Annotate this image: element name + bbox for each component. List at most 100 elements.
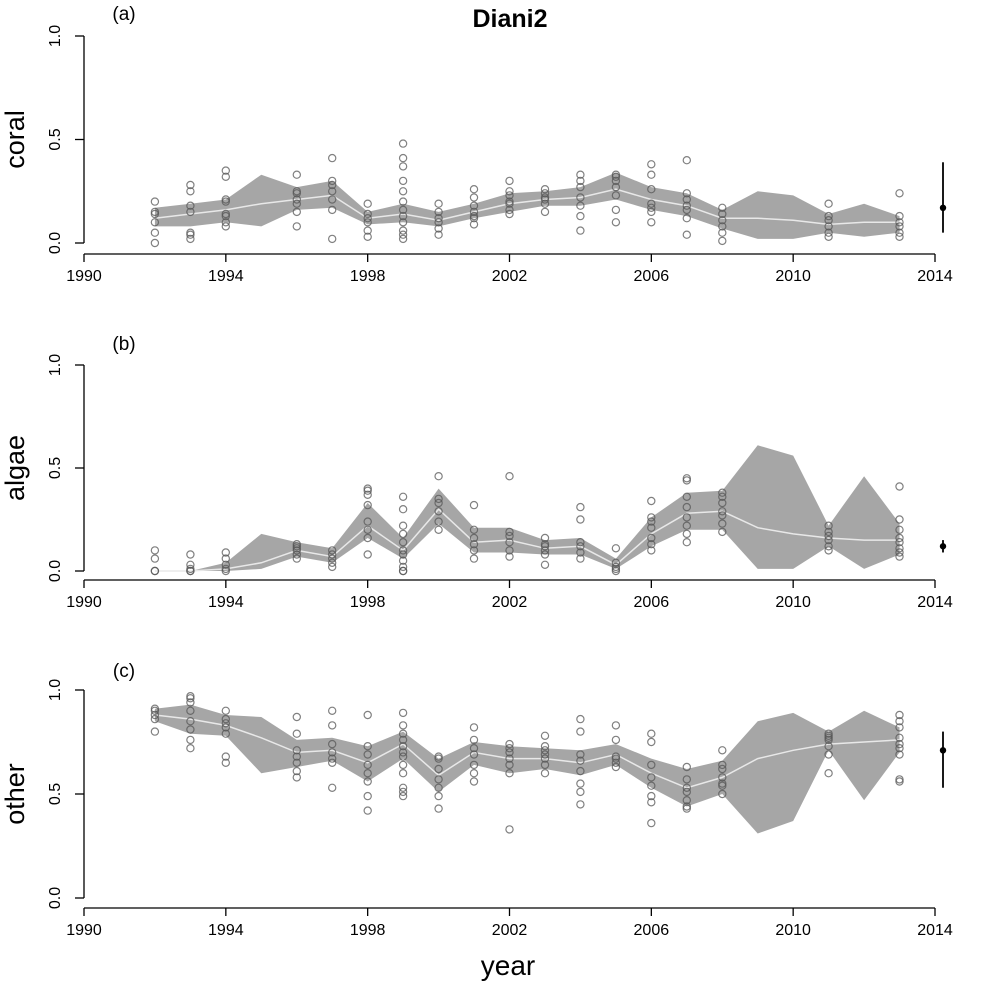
- observation-point: [895, 544, 904, 553]
- observation-point: [505, 527, 514, 537]
- observation-point: [363, 777, 372, 786]
- observation-point: [611, 562, 621, 572]
- observation-point: [398, 791, 408, 801]
- observation-point: [363, 232, 372, 241]
- observation-point: [895, 222, 904, 231]
- panel-algae: (b) algae 0.0 0.5 1.0 1990 1994 1998 2002 2006 201…: [0, 334, 953, 611]
- observation-point: [398, 139, 408, 148]
- observation-point: [682, 783, 692, 793]
- observation-point: [363, 750, 372, 759]
- observation-point: [221, 758, 230, 768]
- observation-point: [434, 472, 443, 481]
- observation-point: [469, 525, 479, 535]
- observation-point: [328, 554, 337, 563]
- observation-point: [469, 769, 479, 778]
- observation-point: [292, 170, 301, 179]
- observation-point: [363, 199, 372, 208]
- observation-point: [540, 193, 550, 202]
- observation-point: [150, 554, 160, 563]
- panel-coral: (a) coral 0.0 0.5 1.0 1990 1994 1998 2002 2006 201…: [0, 4, 953, 285]
- observation-point: [540, 769, 550, 778]
- observation-point: [682, 538, 692, 547]
- observation-point: [682, 230, 692, 239]
- panel-tag: (b): [112, 334, 135, 355]
- y-axis-label: coral: [0, 110, 30, 169]
- observation-point: [895, 717, 904, 726]
- observation-point: [576, 727, 585, 736]
- observation-point: [718, 498, 727, 508]
- x-tick-label: 1994: [208, 922, 244, 939]
- observation-point: [363, 525, 372, 535]
- observation-point: [398, 529, 408, 539]
- observation-point: [647, 737, 656, 747]
- observation-point: [611, 762, 621, 772]
- observation-point: [398, 787, 408, 797]
- x-tick-label: 2002: [492, 268, 528, 285]
- observation-point: [186, 560, 195, 570]
- observation-point: [363, 490, 372, 499]
- observation-point: [895, 552, 904, 561]
- observation-point: [824, 769, 833, 778]
- observation-point: [292, 554, 301, 563]
- observation-point: [682, 155, 692, 165]
- observation-point: [150, 207, 160, 217]
- observation-point: [398, 162, 408, 171]
- observation-point: [292, 766, 301, 776]
- observation-point: [682, 521, 692, 530]
- observation-point: [398, 187, 408, 196]
- observation-point: [647, 170, 656, 179]
- observation-point: [895, 733, 904, 743]
- observation-point: [895, 525, 904, 535]
- confidence-band: [154, 445, 900, 571]
- observation-point: [682, 195, 692, 204]
- observation-point: [328, 754, 337, 763]
- observation-point: [540, 184, 550, 194]
- observation-point: [682, 205, 692, 215]
- x-tick-label: 1990: [66, 594, 102, 611]
- observation-point: [718, 789, 727, 799]
- observation-point: [150, 714, 160, 724]
- observation-point: [328, 153, 337, 163]
- observation-point: [895, 538, 904, 547]
- observation-point: [576, 193, 585, 202]
- observation-point: [824, 742, 833, 751]
- x-tick-label: 1998: [350, 268, 386, 285]
- observation-point: [186, 706, 195, 716]
- estimate-point: [939, 747, 947, 754]
- observation-point: [576, 756, 585, 765]
- observation-point: [328, 758, 337, 768]
- observation-point: [398, 546, 408, 555]
- observation-point: [292, 712, 301, 722]
- observation-point: [647, 791, 656, 801]
- observation-point: [186, 180, 195, 190]
- observation-point: [647, 540, 656, 549]
- observation-point: [505, 191, 514, 200]
- observation-point: [469, 220, 479, 229]
- observation-point: [363, 517, 372, 526]
- observation-point: [363, 760, 372, 770]
- observation-point: [895, 218, 904, 227]
- observation-point: [682, 492, 692, 501]
- x-tick-label: 1994: [208, 268, 244, 285]
- observation-point: [682, 474, 692, 483]
- observation-point: [505, 531, 514, 541]
- observation-point: [718, 760, 727, 770]
- observation-point: [469, 207, 479, 217]
- observation-point: [292, 758, 301, 768]
- observation-point: [398, 742, 408, 751]
- observation-point: [576, 800, 585, 809]
- observation-point: [434, 207, 443, 217]
- observation-point: [824, 527, 833, 537]
- x-tick-label: 2010: [775, 922, 811, 939]
- observation-point: [576, 182, 585, 192]
- observation-point: [576, 170, 585, 179]
- x-tick-label: 1998: [350, 594, 386, 611]
- observation-point: [682, 513, 692, 522]
- observation-point: [221, 560, 230, 570]
- observation-point: [611, 758, 621, 768]
- observation-point: [363, 550, 372, 559]
- y-tick-label: 0.0: [47, 560, 64, 582]
- observation-point: [186, 744, 195, 753]
- observation-point: [186, 725, 195, 734]
- observation-point: [505, 197, 514, 206]
